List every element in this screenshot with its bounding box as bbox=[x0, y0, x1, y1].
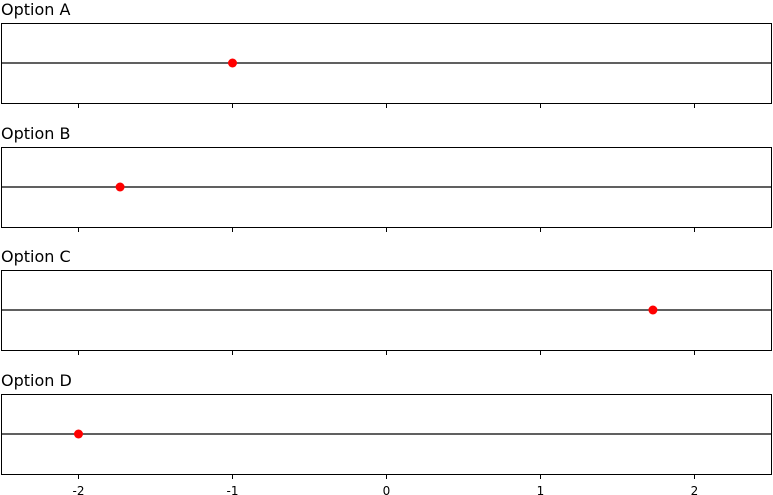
x-tick-label: -1 bbox=[227, 484, 239, 495]
x-tick-label: 2 bbox=[691, 484, 699, 495]
x-tick-label: -2 bbox=[73, 484, 85, 495]
data-point bbox=[74, 429, 83, 439]
x-tick-label: 1 bbox=[537, 484, 545, 495]
panel-2: Option B bbox=[1, 124, 772, 232]
panel-4: Option D -2 -1 0 1 2 bbox=[1, 371, 772, 495]
data-point bbox=[228, 58, 237, 68]
panel-title: Option B bbox=[1, 124, 70, 143]
panel-1: Option A bbox=[1, 0, 772, 108]
panel-title: Option A bbox=[1, 0, 70, 19]
data-point bbox=[115, 182, 125, 192]
x-tick-label: 0 bbox=[383, 484, 391, 495]
data-point bbox=[648, 305, 658, 315]
panel-title: Option C bbox=[1, 247, 71, 266]
panel-title: Option D bbox=[1, 371, 72, 390]
panel-3: Option C bbox=[1, 247, 772, 355]
